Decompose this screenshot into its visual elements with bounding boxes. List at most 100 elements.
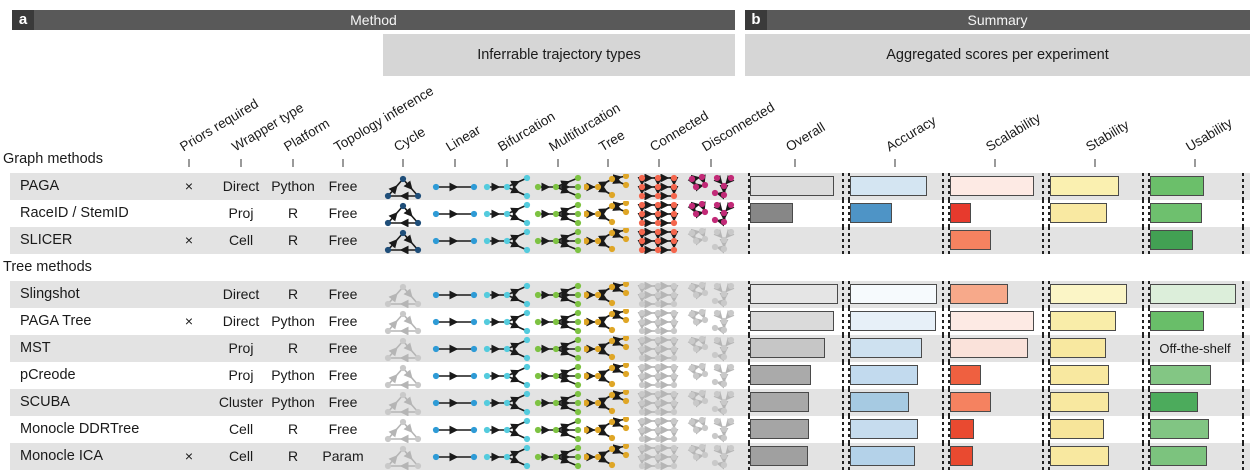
score-column-border	[1142, 173, 1144, 200]
multifurcation-trajectory-icon	[534, 309, 582, 335]
multifurcation-trajectory-icon	[534, 390, 582, 416]
connected-trajectory-icon	[637, 281, 679, 309]
score-column-border	[1148, 416, 1150, 443]
disconnected-glyph-cell	[687, 443, 735, 470]
method-topology-value: Free	[328, 340, 358, 356]
stability-score-bar	[1050, 365, 1109, 385]
score-column-border	[942, 227, 944, 254]
score-column-border	[1142, 362, 1144, 389]
table-row: Monocle ICA × Cell R Param	[10, 442, 1250, 470]
tree-trajectory-icon	[582, 199, 630, 226]
bifurcation-glyph-cell	[483, 201, 531, 232]
column-header-bifurcation: Bifurcation	[495, 108, 558, 155]
method-topology-value: Free	[328, 313, 358, 329]
score-column-border	[848, 362, 850, 389]
connected-glyph-cell	[635, 281, 683, 313]
group-label-1: Tree methods	[3, 259, 92, 275]
method-topology-value: Free	[328, 286, 358, 302]
method-wrapper-value: Direct	[222, 286, 260, 302]
bifurcation-glyph-cell	[483, 417, 531, 448]
score-column-border	[842, 227, 844, 254]
column-header-connected: Connected	[647, 107, 711, 155]
method-wrapper-value: Proj	[228, 367, 254, 383]
score-column-border	[842, 173, 844, 200]
method-wrapper-value: Cell	[228, 232, 254, 248]
table-row: MST Proj R Free Off-the-shelf	[10, 334, 1250, 363]
column-header-scalability: Scalability	[983, 110, 1044, 155]
stability-score-bar	[1050, 446, 1109, 466]
cycle-trajectory-icon	[384, 364, 422, 390]
score-column-border	[1142, 443, 1144, 470]
scalability-score-bar	[950, 230, 991, 250]
linear-trajectory-icon	[432, 398, 478, 408]
method-name: pCreode	[20, 367, 76, 383]
score-column-border	[1042, 416, 1044, 443]
accuracy-score-bar	[850, 284, 937, 304]
method-wrapper-value: Proj	[228, 340, 254, 356]
disconnected-glyph-cell	[687, 173, 735, 205]
cycle-trajectory-icon	[384, 175, 422, 201]
column-header-cycle: Cycle	[391, 124, 428, 155]
group-label-0: Graph methods	[3, 151, 103, 167]
score-column-border	[1242, 308, 1244, 335]
tree-glyph-cell	[582, 388, 632, 421]
linear-glyph-cell	[431, 282, 479, 313]
scalability-score-bar	[950, 392, 991, 412]
connected-glyph-cell	[635, 227, 683, 259]
panel-a-title: Method	[350, 12, 397, 28]
score-column-border	[1142, 308, 1144, 335]
tree-glyph-cell	[582, 442, 632, 470]
method-platform-value: R	[287, 205, 299, 221]
accuracy-score-bar	[850, 176, 927, 196]
score-column-border	[1242, 200, 1244, 227]
bifurcation-trajectory-icon	[483, 417, 531, 443]
tree-glyph-cell	[582, 334, 632, 367]
score-column-border	[748, 443, 750, 470]
usability-score-bar	[1150, 230, 1193, 250]
cycle-glyph-cell	[379, 390, 427, 421]
usability-score-bar	[1150, 203, 1202, 223]
cycle-glyph-cell	[379, 282, 427, 313]
cycle-trajectory-icon	[384, 283, 422, 309]
linear-glyph-cell	[431, 309, 479, 340]
disconnected-glyph-cell	[687, 335, 735, 367]
tree-glyph-cell	[582, 226, 632, 259]
score-column-border	[748, 416, 750, 443]
bifurcation-glyph-cell	[483, 174, 531, 205]
tree-trajectory-icon	[582, 388, 630, 415]
score-column-border	[948, 362, 950, 389]
column-tick-accuracy	[894, 159, 896, 167]
tree-trajectory-icon	[582, 307, 630, 334]
score-column-border	[1142, 389, 1144, 416]
scalability-score-bar	[950, 203, 971, 223]
multifurcation-trajectory-icon	[534, 444, 582, 470]
column-tick-platform	[292, 159, 294, 167]
method-name: RaceID / StemID	[20, 205, 129, 221]
disconnected-trajectory-icon	[687, 308, 735, 335]
stability-score-bar	[1050, 392, 1109, 412]
connected-trajectory-icon	[637, 173, 679, 201]
multifurcation-trajectory-icon	[534, 201, 582, 227]
bifurcation-trajectory-icon	[483, 282, 531, 308]
method-topology-value: Free	[328, 394, 358, 410]
cycle-trajectory-icon	[384, 202, 422, 228]
score-column-border	[1148, 200, 1150, 227]
score-column-border	[748, 173, 750, 200]
linear-glyph-cell	[431, 363, 479, 394]
score-column-border	[1148, 281, 1150, 308]
score-column-border	[1048, 389, 1050, 416]
cycle-glyph-cell	[379, 228, 427, 259]
multifurcation-trajectory-icon	[534, 417, 582, 443]
cycle-trajectory-icon	[384, 310, 422, 336]
score-column-border	[1242, 362, 1244, 389]
method-platform-value: R	[287, 286, 299, 302]
method-name: MST	[20, 340, 51, 356]
column-tick-connected	[658, 159, 660, 167]
panel-a-letter: a	[12, 10, 34, 30]
method-name: Monocle ICA	[20, 448, 104, 464]
tree-glyph-cell	[582, 415, 632, 448]
score-column-border	[942, 362, 944, 389]
overall-score-bar	[750, 176, 834, 196]
multifurcation-glyph-cell	[534, 174, 582, 205]
scalability-score-bar	[950, 419, 974, 439]
